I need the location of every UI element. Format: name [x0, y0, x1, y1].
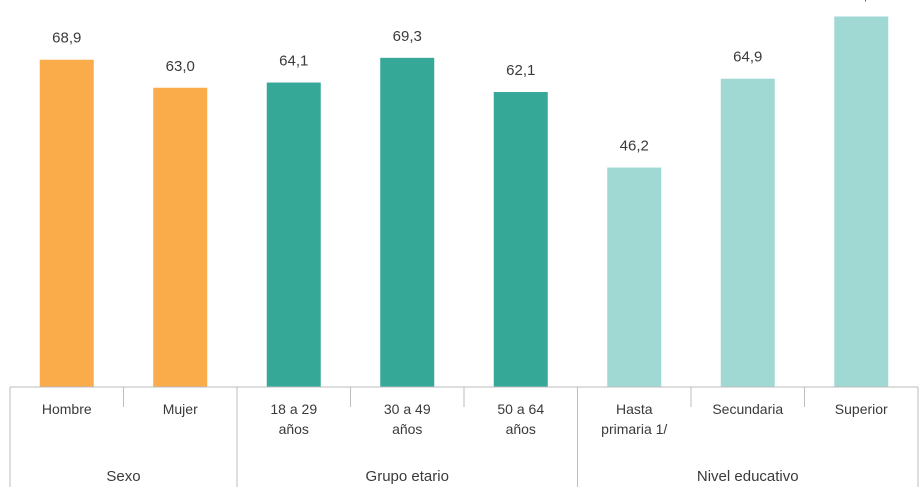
category-label: primaria 1/ — [601, 421, 667, 437]
bar — [153, 87, 208, 387]
category-label: Hasta — [616, 401, 653, 417]
category-label: Mujer — [163, 401, 198, 417]
group-label: Grupo etario — [366, 468, 449, 485]
value-label: 62,1 — [506, 62, 535, 79]
value-label: 64,1 — [279, 53, 308, 70]
value-labels-layer: 68,9 63,0 64,1 69,3 62,1 46,2 64,9 78,0 — [52, 0, 876, 155]
value-label: 69,3 — [393, 28, 422, 45]
category-axis — [9, 386, 919, 487]
bar — [720, 78, 775, 387]
category-label: 50 a 64 — [497, 401, 544, 417]
bar — [607, 167, 662, 387]
value-label: 64,9 — [733, 49, 762, 66]
category-label: Hombre — [42, 401, 92, 417]
category-label: años — [506, 421, 536, 437]
bar — [380, 57, 435, 387]
group-label: Nivel educativo — [697, 468, 799, 485]
bar — [266, 82, 321, 388]
category-label: años — [279, 421, 309, 437]
value-label: 78,0 — [847, 0, 876, 4]
value-label: 68,9 — [52, 30, 81, 47]
bar — [493, 92, 548, 388]
category-label: Secundaria — [712, 401, 783, 417]
value-label: 46,2 — [620, 138, 649, 155]
category-label: 18 a 29 — [270, 401, 317, 417]
category-label: 30 a 49 — [384, 401, 431, 417]
bar — [834, 16, 889, 387]
category-label: años — [392, 421, 422, 437]
bars-layer — [39, 16, 889, 388]
category-label: Superior — [835, 401, 888, 417]
value-label: 63,0 — [166, 58, 195, 75]
group-label: Sexo — [106, 468, 140, 485]
bar — [39, 59, 94, 387]
group-labels-layer: Sexo Grupo etario Nivel educativo — [106, 468, 798, 485]
category-labels-layer: Hombre Mujer 18 a 29 años 30 a 49 años 50 a 64… — [42, 401, 888, 437]
